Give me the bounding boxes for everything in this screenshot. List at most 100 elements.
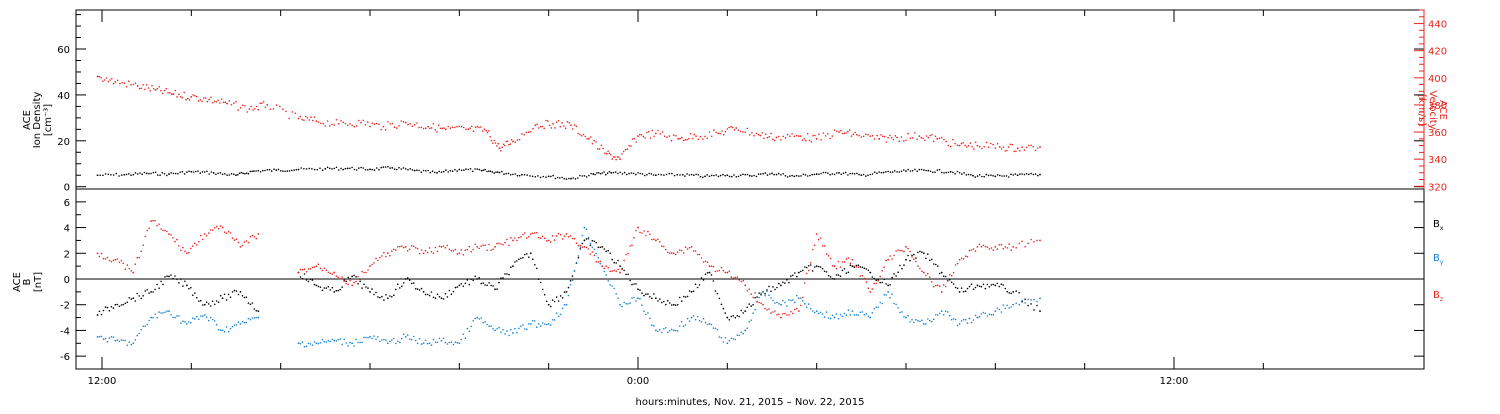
- density-point: [905, 170, 907, 173]
- density-point-fill: [853, 173, 856, 175]
- bx-point-fill: [180, 278, 182, 280]
- density-point-fill: [608, 170, 611, 173]
- density-point-fill: [885, 171, 887, 173]
- by-point-fill: [817, 312, 820, 315]
- density-point-fill: [757, 173, 760, 175]
- by-point-fill: [532, 320, 534, 322]
- velocity-point-fill: [642, 135, 645, 138]
- bz-point-fill: [863, 277, 866, 280]
- bz-point-fill: [788, 314, 790, 316]
- density-point-fill: [898, 171, 901, 173]
- by-point-fill: [188, 321, 190, 323]
- by-point-fill: [835, 313, 838, 315]
- bx-point-fill: [897, 271, 899, 274]
- by-point-fill: [462, 333, 465, 336]
- bz-point-fill: [889, 255, 891, 257]
- bz-point-fill: [817, 238, 820, 241]
- density-point-fill: [215, 173, 217, 176]
- by-point-fill: [796, 294, 798, 297]
- by-point-fill: [353, 345, 355, 347]
- bz-point: [994, 245, 997, 248]
- velocity-point-fill: [396, 127, 398, 129]
- bx-point-fill: [972, 288, 975, 291]
- bz-point-fill: [136, 256, 138, 259]
- density-point-fill: [518, 174, 521, 177]
- bz-point-fill: [754, 292, 756, 294]
- bz-point-fill: [593, 254, 596, 257]
- by-point-fill: [567, 294, 570, 297]
- velocity-point-fill: [631, 138, 634, 140]
- bz-point-fill: [629, 245, 631, 247]
- by-point-fill: [946, 311, 949, 313]
- by-point: [185, 323, 188, 325]
- velocity-point-fill: [239, 107, 242, 109]
- velocity-point-fill: [252, 109, 254, 111]
- by-point-fill: [514, 327, 516, 330]
- bx-point-fill: [241, 295, 244, 297]
- velocity-point: [266, 104, 269, 106]
- velocity-point-fill: [820, 139, 822, 141]
- bz-point-fill: [684, 246, 687, 248]
- density-point-fill: [192, 171, 195, 173]
- by-point-fill: [319, 341, 322, 344]
- bx-point: [333, 290, 336, 293]
- density-point-fill: [434, 171, 436, 174]
- density-point-fill: [488, 170, 490, 172]
- density-point-fill: [999, 174, 1001, 177]
- velocity-point-fill: [582, 133, 585, 136]
- bz-point-fill: [710, 265, 713, 267]
- bx-point-fill: [456, 286, 459, 288]
- bx-point-fill: [933, 263, 935, 265]
- velocity-point-fill: [949, 145, 952, 148]
- velocity-point-fill: [333, 124, 336, 126]
- density-point-fill: [375, 167, 378, 169]
- velocity-point-fill: [212, 101, 214, 104]
- bz-point-fill: [579, 244, 582, 247]
- bz-point-fill: [176, 238, 178, 241]
- velocity-point-fill: [197, 100, 200, 102]
- density-point-fill: [373, 169, 376, 171]
- bz-point-fill: [448, 248, 451, 251]
- bx-point-fill: [649, 296, 651, 298]
- velocity-point-fill: [532, 127, 534, 130]
- bz-point-fill: [158, 223, 160, 225]
- bx-point-fill: [579, 248, 582, 250]
- velocity-point: [587, 137, 590, 140]
- bz-point: [494, 245, 496, 248]
- bx-point-fill: [152, 291, 154, 293]
- velocity-point-fill: [373, 123, 376, 125]
- velocity-point-fill: [706, 137, 708, 139]
- bx-point-fill: [730, 315, 733, 318]
- by-point-fill: [665, 327, 667, 329]
- velocity-point-fill: [144, 88, 146, 91]
- bz-point-fill: [661, 245, 663, 247]
- by-point-fill: [492, 328, 494, 330]
- velocity-point-fill: [784, 137, 787, 139]
- bz-point-fill: [539, 237, 542, 240]
- legend-by: By: [1433, 253, 1444, 266]
- density-point-fill: [384, 166, 387, 168]
- bz-point-fill: [819, 237, 822, 239]
- by-point-fill: [972, 319, 975, 321]
- velocity-point-fill: [460, 125, 463, 128]
- bfield-ylabel-line2: B: [22, 278, 33, 285]
- density-point-fill: [112, 174, 115, 176]
- bx-point-fill: [960, 287, 963, 289]
- velocity-point-fill: [780, 139, 782, 141]
- bx-point-fill: [217, 301, 220, 304]
- x-tick-label: 0:00: [627, 376, 649, 387]
- by-point-fill: [534, 320, 536, 322]
- velocity-point-fill: [600, 144, 603, 147]
- density-ylabel-line2: Ion Density: [32, 92, 43, 149]
- density-point-fill: [769, 173, 771, 175]
- bx-point: [512, 265, 514, 268]
- by-point-fill: [845, 314, 848, 317]
- velocity-point-fill: [1032, 146, 1035, 148]
- bx-point-fill: [209, 305, 212, 307]
- density-point-fill: [867, 174, 869, 177]
- velocity-point-fill: [675, 135, 677, 137]
- bx-point-fill: [156, 283, 158, 286]
- bx-point-fill: [692, 290, 695, 293]
- bx-point-fill: [831, 277, 834, 280]
